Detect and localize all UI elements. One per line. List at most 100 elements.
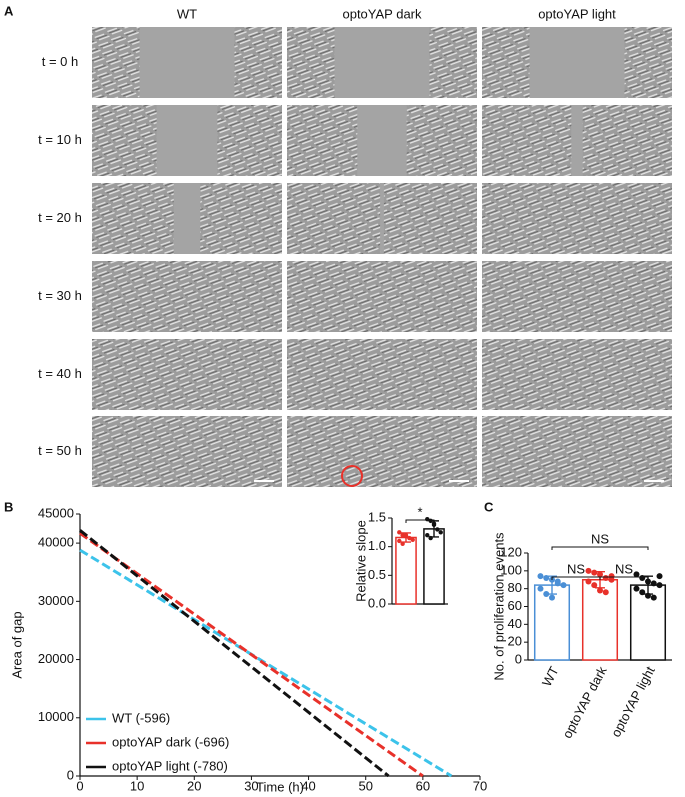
panel-label: C <box>484 499 494 514</box>
data-point <box>438 530 443 535</box>
y-tick-label: 45000 <box>38 505 74 520</box>
significance-label: * <box>417 504 422 519</box>
x-tick-label: 10 <box>130 778 144 793</box>
x-tick-label: 70 <box>473 778 487 793</box>
data-point <box>597 587 603 594</box>
row-label: t = 30 h <box>38 288 82 303</box>
cell-region <box>166 339 282 410</box>
micrograph <box>287 416 477 487</box>
data-point <box>650 594 657 601</box>
data-point <box>560 582 567 589</box>
cell-region <box>482 27 530 98</box>
micrograph <box>92 105 282 176</box>
column-header: optoYAP light <box>538 6 616 21</box>
data-point <box>428 535 433 541</box>
data-point <box>585 578 592 585</box>
data-point <box>602 574 609 581</box>
y-axis-label: No. of proliferation events <box>491 532 506 681</box>
cell-region <box>92 105 157 176</box>
data-point <box>397 538 402 544</box>
row-label: t = 50 h <box>38 443 82 458</box>
panel-label: A <box>4 3 14 18</box>
y-axis-label: Area of gap <box>9 611 24 678</box>
cell-region <box>92 27 140 98</box>
y-tick-label: 120 <box>500 544 522 559</box>
legend-label: WT (-596) <box>112 710 170 725</box>
fit-line <box>79 531 424 778</box>
cell-region <box>499 261 672 332</box>
x-axis-label: Time (h) <box>256 779 304 794</box>
data-point <box>543 591 550 598</box>
data-point <box>403 533 409 538</box>
data-point <box>537 585 544 592</box>
data-point <box>633 571 640 578</box>
y-tick-label: 1.5 <box>368 509 386 524</box>
cell-region <box>582 105 672 176</box>
y-tick-label: 20000 <box>38 651 74 666</box>
data-point <box>650 580 657 587</box>
micrograph <box>482 261 672 332</box>
micrograph <box>482 27 672 98</box>
y-tick-label: 40 <box>508 616 522 631</box>
cell-region <box>406 105 477 176</box>
cell-region <box>482 105 572 176</box>
row-label: t = 20 h <box>38 210 82 225</box>
column-header: optoYAP dark <box>342 6 422 21</box>
micrograph <box>287 27 477 98</box>
micrograph <box>92 261 282 332</box>
significance-label: NS <box>615 561 633 576</box>
cell-region <box>287 183 381 254</box>
y-tick-label: 80 <box>508 580 522 595</box>
micrograph <box>482 183 672 254</box>
data-point <box>407 535 412 541</box>
cell-region <box>287 27 335 98</box>
cell-region <box>338 339 477 410</box>
data-point <box>645 592 651 599</box>
cell-region <box>92 183 174 254</box>
micrograph <box>92 27 282 98</box>
chart: B 0 10000 20000 30000 40000 45000 Area of gap 0 1… <box>4 499 487 794</box>
data-point <box>639 574 646 581</box>
bar <box>395 536 417 605</box>
cell-region <box>429 27 477 98</box>
data-point <box>597 571 603 578</box>
cell-region <box>383 183 477 254</box>
micrograph <box>92 339 282 410</box>
data-point <box>537 573 544 580</box>
significance-bracket <box>599 576 649 580</box>
data-point <box>400 541 405 546</box>
micrograph <box>287 261 477 332</box>
cell-region <box>234 27 282 98</box>
row-label: t = 0 h <box>42 54 79 69</box>
data-point <box>656 582 663 589</box>
data-point <box>639 589 646 596</box>
y-tick-label: 0 <box>515 651 522 666</box>
y-tick-label: 40000 <box>38 535 74 550</box>
data-point <box>428 518 433 524</box>
legend-label: optoYAP dark (-696) <box>112 734 229 749</box>
y-axis-label: Relative slope <box>353 520 368 602</box>
cell-region <box>287 105 358 176</box>
data-point <box>645 578 651 585</box>
bar <box>423 528 445 605</box>
micrograph <box>482 339 672 410</box>
data-point <box>400 533 405 538</box>
micrograph <box>482 416 672 487</box>
data-point <box>585 567 592 574</box>
x-tick-label: 30 <box>244 778 258 793</box>
y-tick-label: 20 <box>508 634 522 649</box>
cell-region <box>183 261 282 332</box>
data-point <box>608 573 615 580</box>
micrograph <box>482 105 672 176</box>
x-tick-label: WT <box>539 664 562 689</box>
x-tick-label: 60 <box>416 778 430 793</box>
x-tick-label: 20 <box>187 778 201 793</box>
data-point <box>431 521 437 526</box>
y-tick-label: 0.0 <box>368 595 386 610</box>
cell-region <box>482 339 672 410</box>
panel-label: B <box>4 499 13 514</box>
data-point <box>397 530 402 535</box>
